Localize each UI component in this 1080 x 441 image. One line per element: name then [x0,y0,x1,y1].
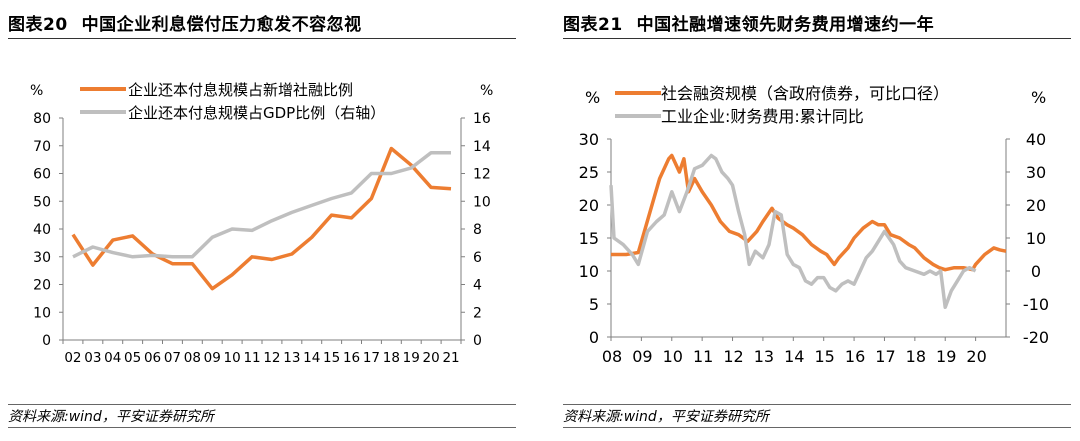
left-source: 资料来源:wind，平安证券研究所 [8,409,214,425]
x-tick-label: 04 [104,350,121,366]
x-tick-label: 16 [845,347,865,366]
left-y-tick-label: 0 [589,328,599,347]
right-figure-title-text: 中国社融增速领先财务费用增速约一年 [636,15,935,35]
series-line-social-financing [611,153,1007,272]
right-y-tick-label: 0 [473,333,482,349]
legend-label: 工业企业:财务费用:累计同比 [661,107,864,126]
x-tick-label: 14 [784,347,804,366]
series-line-gdp-ratio [72,150,451,259]
right-figure-number: 图表21 [563,15,623,35]
x-tick-label: 15 [815,347,835,366]
left-y-tick-label: 40 [33,222,51,238]
x-tick-label: 12 [723,347,743,366]
left-y-unit: % [30,83,43,99]
series-line-financial-expense [609,153,977,310]
x-tick-label: 15 [323,350,340,366]
left-title-rule [8,38,516,39]
left-y-tick-label: 0 [42,333,51,349]
right-y-tick-label: 8 [473,222,482,238]
left-y-tick-label: 10 [33,305,51,321]
right-y-unit: % [480,83,493,99]
right-y-tick-label: 40 [1026,130,1046,149]
right-y-tick-label: 6 [473,250,482,266]
right-y-tick-label: 0 [1031,262,1041,281]
right-y-tick-label: 2 [473,305,482,321]
right-figure: 图表21 中国社融增速领先财务费用增速约一年 0 5 10 15 20 25 30 -20 -10… [563,0,1073,441]
right-chart: 0 5 10 15 20 25 30 -20 -10 0 10 20 30 40% % 08 09 10 11 12 1… [579,84,1049,366]
legend-label: 企业还本付息规模占GDP比例（右轴） [128,104,385,122]
x-tick-label: 06 [144,350,161,366]
right-y-tick-label: 30 [1026,163,1046,182]
x-tick-label: 20 [423,350,440,366]
left-y-tick-label: 10 [579,262,599,281]
legend-label: 企业还本付息规模占新增社融比例 [128,81,353,99]
x-tick-label: 10 [663,347,683,366]
right-source-rule-top [563,404,1071,405]
x-tick-label: 13 [283,350,300,366]
x-tick-label: 09 [204,350,221,366]
left-figure-title-text: 中国企业利息偿付压力愈发不容忽视 [81,15,362,35]
right-y-tick-label: 10 [1026,229,1046,248]
left-source-rule-bottom [8,427,516,428]
x-tick-label: 11 [243,350,260,366]
left-y-tick-label: 20 [33,278,51,294]
right-y-tick-label: 4 [473,278,482,294]
x-tick-label: 16 [343,350,360,366]
x-tick-label: 14 [303,350,320,366]
right-y-tick-label: 12 [473,167,491,183]
right-figure-title: 图表21 中国社融增速领先财务费用增速约一年 [563,10,934,36]
right-y-unit: % [1031,88,1046,107]
x-tick-label: 03 [84,350,101,366]
x-tick-label: 10 [224,350,241,366]
x-tick-label: 12 [263,350,280,366]
x-tick-label: 13 [754,347,774,366]
left-y-tick-label: 5 [589,295,599,314]
x-tick-label: 07 [164,350,181,366]
right-source-rule-bottom [563,427,1071,428]
series-line-new-social-financing-ratio [71,146,452,291]
left-y-tick-label: 30 [33,250,51,266]
right-title-rule [563,38,1071,39]
legend-label: 社会融资规模（含政府债券，可比口径） [661,84,949,103]
right-y-tick-label: 14 [473,139,491,155]
left-y-tick-label: 15 [579,229,599,248]
right-y-tick-label: 20 [1026,196,1046,215]
left-y-tick-label: 50 [33,194,51,210]
x-tick-label: 02 [64,350,81,366]
x-tick-label: 17 [363,350,380,366]
left-y-tick-label: 25 [579,163,599,182]
x-tick-label: 18 [383,350,400,366]
x-tick-label: 18 [906,347,926,366]
left-y-tick-label: 60 [33,167,51,183]
x-tick-label: 21 [442,350,459,366]
left-y-tick-label: 80 [33,111,51,127]
left-y-tick-label: 30 [579,130,599,149]
x-tick-label: 20 [966,347,986,366]
left-figure-number: 图表20 [8,15,68,35]
x-tick-label: 11 [693,347,713,366]
left-y-tick-label: 70 [33,139,51,155]
left-source-rule-top [8,404,516,405]
right-source: 资料来源:wind，平安证券研究所 [563,409,769,425]
x-tick-label: 08 [602,347,622,366]
left-figure-title: 图表20 中国企业利息偿付压力愈发不容忽视 [8,10,362,36]
right-y-tick-label: 16 [473,111,491,127]
x-tick-label: 09 [632,347,652,366]
x-tick-label: 08 [184,350,201,366]
right-y-tick-label: -10 [1023,295,1049,314]
x-tick-label: 05 [124,350,141,366]
x-tick-label: 17 [875,347,895,366]
left-y-unit: % [585,88,600,107]
left-y-tick-label: 20 [579,196,599,215]
x-tick-label: 19 [403,350,420,366]
x-tick-label: 19 [936,347,956,366]
right-y-tick-label: -20 [1023,328,1049,347]
right-y-tick-label: 10 [473,194,491,210]
left-figure: 图表20 中国企业利息偿付压力愈发不容忽视 0 10 20 30 40 50 60 70 80 0 2… [8,0,518,441]
